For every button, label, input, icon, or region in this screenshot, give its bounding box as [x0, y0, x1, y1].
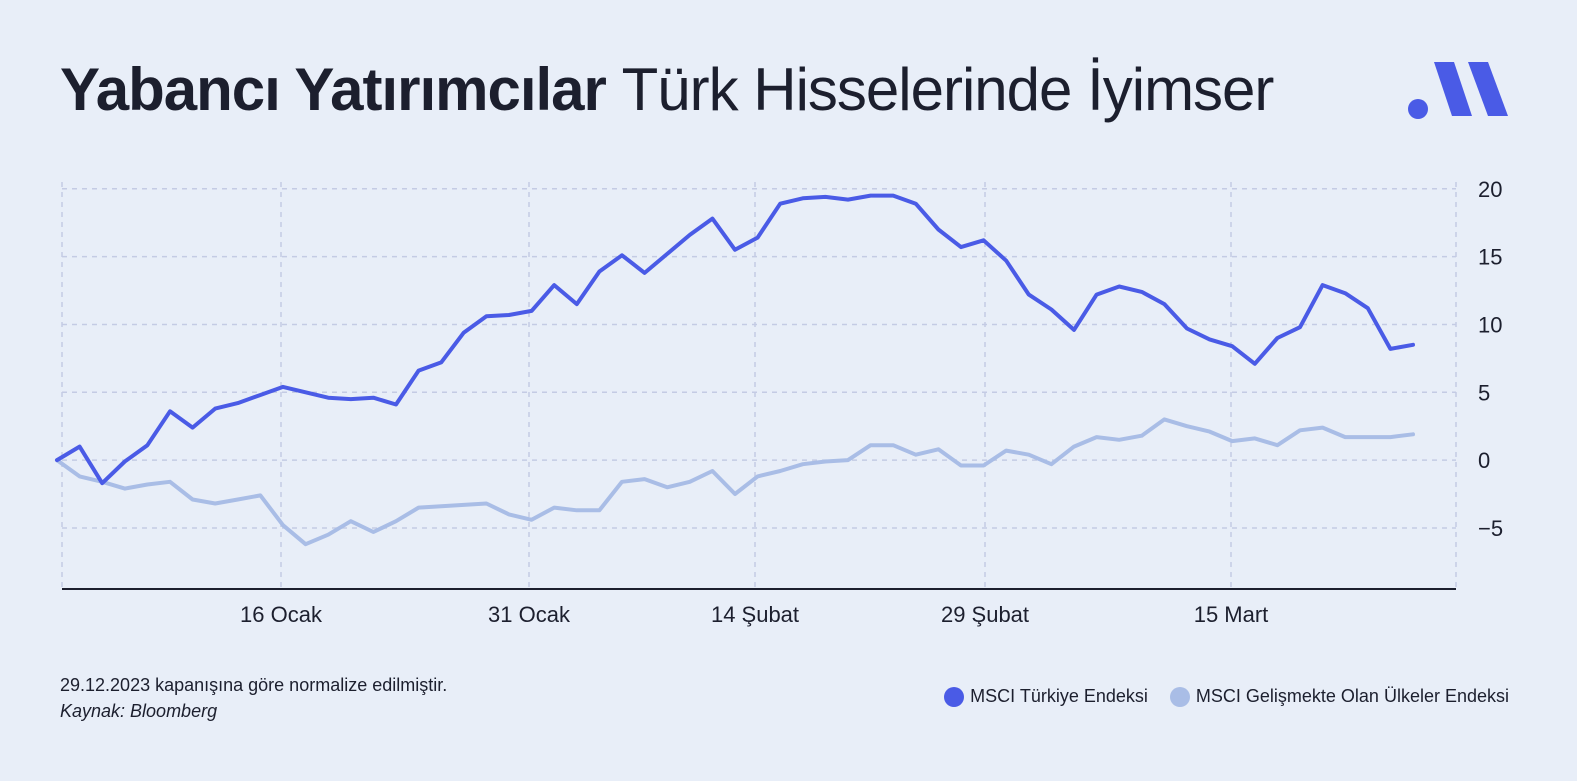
series-line-emerging	[55, 417, 1415, 547]
series-lines	[55, 193, 1415, 547]
footnote: 29.12.2023 kapanışına göre normalize edi…	[60, 672, 447, 724]
normalization-note: 29.12.2023 kapanışına göre normalize edi…	[60, 675, 448, 695]
y-tick-label: 5	[1478, 380, 1490, 405]
title-bold-part: Yabancı Yatırımcılar	[60, 56, 607, 123]
y-tick-label: 0	[1478, 448, 1490, 473]
series-line-turkey	[55, 193, 1415, 486]
y-tick-label: 20	[1478, 177, 1502, 202]
y-tick-label: 15	[1478, 245, 1502, 270]
x-tick-label: 15 Mart	[1194, 602, 1269, 627]
chart-legend: MSCI Türkiye Endeksi MSCI Gelişmekte Ola…	[944, 686, 1509, 707]
title-light-part: Türk Hisselerinde İyimser	[621, 56, 1275, 123]
y-tick-label: −5	[1478, 516, 1503, 541]
chart-title: Yabancı Yatırımcılar Türk Hisselerinde İ…	[60, 52, 1275, 128]
y-tick-label: 10	[1478, 312, 1502, 337]
legend-label-emerging: MSCI Gelişmekte Olan Ülkeler Endeksi	[1195, 686, 1509, 706]
gridlines	[61, 182, 1457, 589]
legend-item-emerging: MSCI Gelişmekte Olan Ülkeler Endeksi	[1169, 686, 1509, 707]
brand-logo-icon	[1408, 62, 1508, 119]
legend-marker-emerging	[1169, 686, 1190, 707]
source-note: Kaynak: Bloomberg	[60, 701, 218, 721]
x-tick-label: 29 Şubat	[941, 602, 1029, 627]
x-tick-label: 31 Ocak	[488, 602, 571, 627]
axes: 20 15 10 5 0 −5 16 Ocak 31 Ocak 14 Şubat 29 Şubat…	[62, 177, 1503, 627]
line-chart: 20 15 10 5 0 −5 16 Ocak 31 Ocak 14 Şubat 29 Şubat…	[55, 177, 1503, 627]
legend-label-turkey: MSCI Türkiye Endeksi	[970, 686, 1148, 706]
x-tick-label: 16 Ocak	[240, 602, 323, 627]
legend-item-turkey: MSCI Türkiye Endeksi	[944, 686, 1148, 707]
x-tick-label: 14 Şubat	[711, 602, 799, 627]
legend-marker-turkey	[944, 686, 965, 707]
